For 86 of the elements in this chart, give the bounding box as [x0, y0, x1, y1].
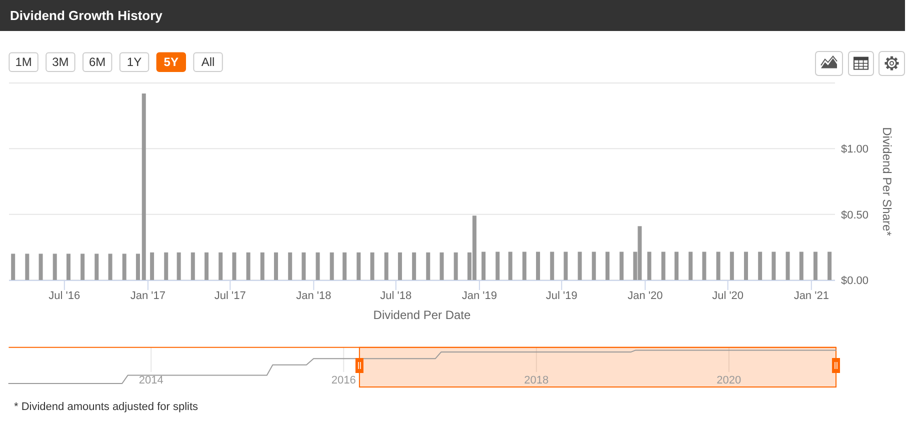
bar	[606, 252, 610, 280]
range-button: 3M	[46, 52, 76, 72]
bar	[730, 252, 734, 280]
bar	[550, 252, 554, 280]
bar	[564, 252, 568, 280]
x-tick-label: Jul '18	[380, 290, 412, 302]
bar	[218, 252, 223, 280]
range-button: 5Y	[156, 52, 186, 72]
bar	[813, 252, 818, 280]
bar	[108, 254, 112, 280]
bar	[94, 254, 99, 280]
bar	[342, 252, 347, 280]
range-button: 1M	[8, 52, 38, 72]
bar	[440, 252, 444, 280]
bar	[772, 252, 776, 280]
x-tick-label: 2014	[138, 374, 164, 386]
x-tick-label: Jul '16	[48, 290, 80, 302]
x-tick-label: Jan '17	[130, 290, 166, 302]
y-tick-label: $0.00	[841, 275, 869, 287]
bar	[370, 252, 374, 280]
bar	[688, 252, 693, 280]
bar	[302, 252, 306, 280]
x-tick-label: 2018	[524, 374, 549, 386]
bar	[758, 252, 762, 280]
x-tick-label: Jan '19	[462, 290, 498, 302]
bar	[496, 252, 500, 280]
bar	[508, 252, 512, 280]
bar	[412, 252, 416, 280]
bar	[522, 252, 526, 280]
range-button: All	[193, 52, 223, 72]
bar	[786, 252, 790, 280]
bar	[384, 252, 388, 280]
x-tick-label: 2020	[716, 374, 742, 386]
bar	[592, 252, 596, 280]
chart-title: Dividend Growth History	[10, 8, 164, 23]
x-tick-label: 2016	[331, 374, 356, 386]
bar	[11, 254, 16, 280]
x-tick-label: Jan '21	[794, 290, 829, 302]
bar	[80, 254, 85, 280]
bar	[716, 252, 720, 280]
bar	[316, 252, 320, 280]
y-tick-label: $1.00	[841, 144, 869, 156]
bar	[454, 252, 458, 280]
bar	[661, 252, 666, 280]
bar	[260, 252, 264, 280]
y-axis-title: Dividend Per Share*	[880, 127, 894, 236]
bar	[136, 254, 140, 280]
bar	[122, 254, 126, 280]
range-button: 1Y	[119, 52, 150, 72]
bar	[274, 252, 278, 280]
x-axis-title: Dividend Per Date	[373, 308, 472, 322]
bar	[426, 252, 430, 280]
bar	[52, 254, 57, 280]
x-tick-label: Jul '19	[546, 290, 578, 302]
bar	[330, 252, 334, 280]
bar	[482, 252, 486, 280]
bar	[232, 252, 236, 280]
x-tick-label: Jul '20	[712, 290, 744, 302]
x-tick-label: Jan '18	[296, 290, 332, 302]
bar	[398, 252, 402, 280]
bar	[744, 252, 748, 280]
bar	[799, 252, 804, 280]
y-tick-label: $0.50	[841, 209, 869, 222]
bar	[536, 252, 540, 280]
bar	[246, 252, 250, 280]
bar	[620, 252, 624, 280]
x-tick-label: Jan '20	[628, 290, 663, 302]
bar	[176, 252, 181, 280]
bar	[702, 252, 706, 280]
bar	[828, 252, 832, 280]
text: * Dividend amounts adjusted for splits	[14, 401, 199, 413]
bar	[647, 252, 652, 280]
x-tick-label: Jul '17	[214, 290, 246, 302]
bar	[578, 252, 582, 280]
bar	[164, 252, 168, 280]
bar	[142, 94, 146, 280]
bar	[288, 252, 292, 280]
bar	[674, 252, 679, 280]
bar	[38, 254, 43, 280]
bar	[356, 252, 361, 280]
bar	[150, 252, 154, 280]
bar	[66, 254, 70, 280]
range-button: 6M	[82, 52, 112, 72]
bar	[190, 252, 195, 280]
bar	[25, 254, 30, 280]
bar	[204, 252, 209, 280]
